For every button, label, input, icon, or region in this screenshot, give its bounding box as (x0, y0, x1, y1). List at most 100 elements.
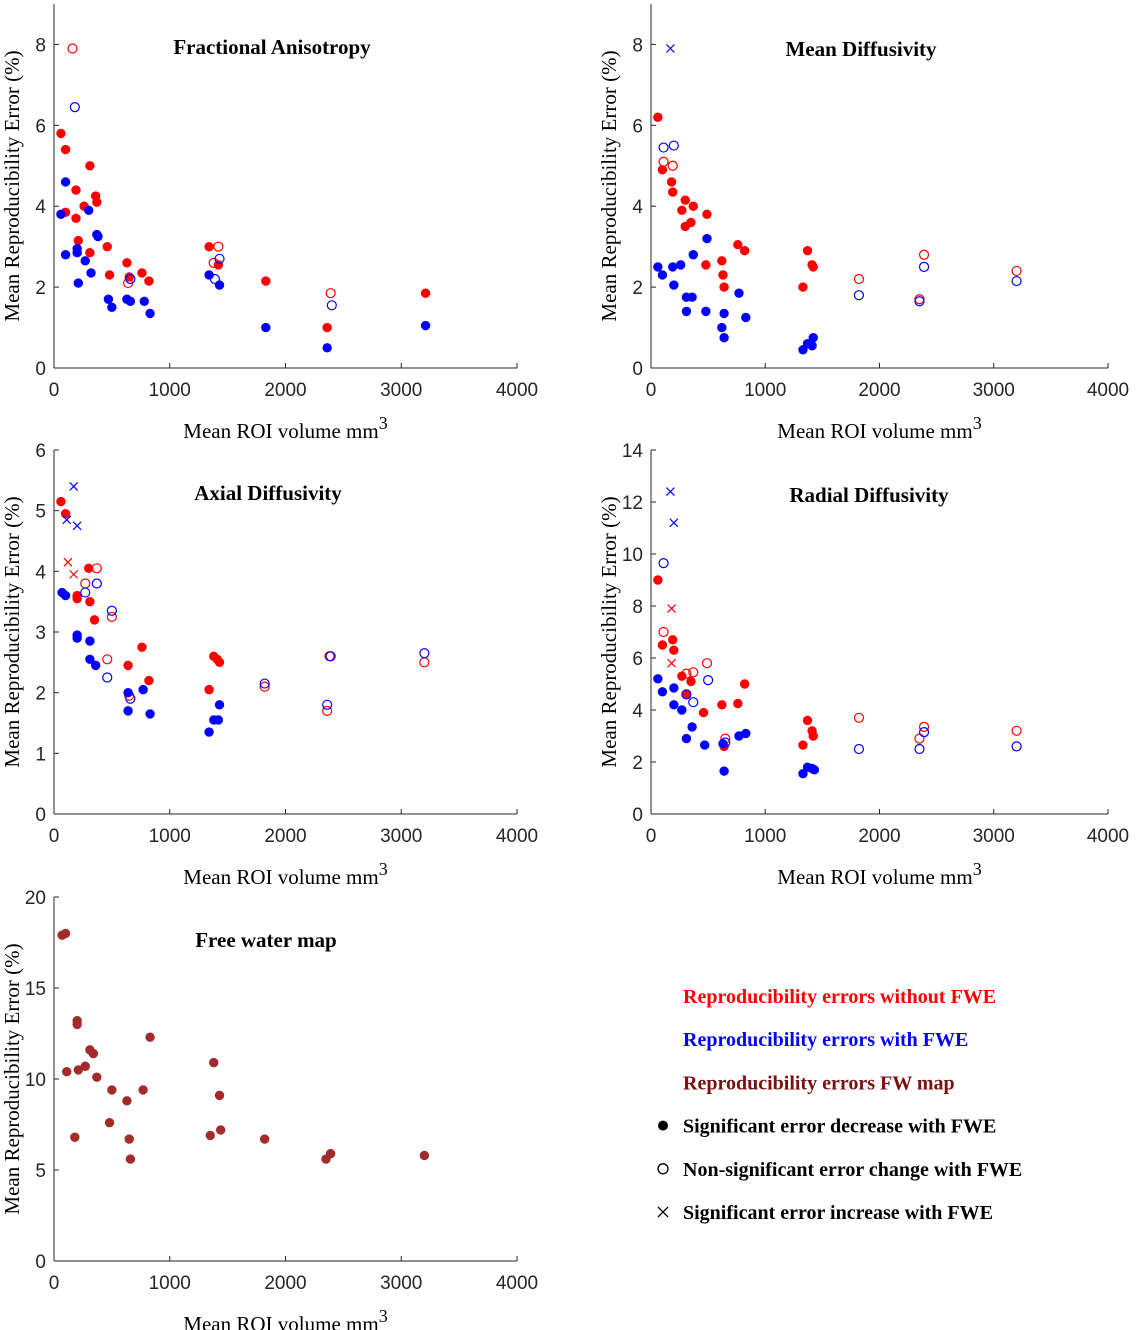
x-tick-label: 2000 (858, 380, 900, 401)
data-point-filled (138, 684, 148, 695)
legend-label: Significant error decrease with FWE (683, 1116, 996, 1138)
data-point-filled (807, 341, 817, 351)
data-point-filled (699, 740, 710, 750)
y-tick-label: 0 (632, 359, 643, 380)
data-point-filled (261, 276, 271, 286)
data-point-open (918, 721, 930, 733)
x-axis-label: Mean ROI volume mm3 (777, 859, 981, 889)
chart-panel: 0 1000 2000 3000 4000 0 2 4 6 8 Mean Diffusivity Me… (597, 4, 1129, 443)
data-point-filled (60, 144, 71, 155)
y-tick-label: 4 (35, 197, 46, 218)
x-tick-label: 2000 (264, 826, 306, 847)
data-point-filled (668, 635, 678, 645)
data-point-filled (717, 700, 727, 710)
data-point-filled (139, 296, 149, 306)
data-point-filled (107, 302, 117, 313)
x-tick-label: 0 (49, 826, 60, 847)
data-point-filled (145, 1032, 155, 1042)
data-point-filled (653, 575, 663, 585)
chart-title: Axial Diffusivity (194, 481, 342, 505)
data-point-filled (702, 209, 712, 220)
data-point-filled (72, 1019, 82, 1030)
data-point-filled (717, 322, 727, 333)
data-point-filled (669, 645, 679, 655)
chart-title: Free water map (195, 928, 337, 952)
x-axis-label: Mean ROI volume mm3 (183, 413, 387, 443)
data-point-filled (214, 657, 225, 668)
x-axis-label-superscript: 3 (973, 859, 982, 879)
data-point-filled (214, 280, 225, 290)
data-point-filled (214, 1090, 225, 1101)
data-point-filled (680, 195, 690, 205)
data-point-open (325, 651, 336, 662)
data-point-filled (668, 187, 678, 197)
data-point-filled (56, 209, 66, 220)
data-point-filled (85, 161, 95, 171)
data-point-open (853, 712, 865, 723)
data-point-filled (419, 1150, 430, 1161)
y-tick-label: 6 (632, 116, 643, 137)
legend-item: Reproducibility errors without FWE (683, 986, 996, 1008)
x-tick-label: 4000 (1087, 826, 1129, 847)
y-tick-label: 2 (632, 753, 643, 774)
data-point-open (918, 726, 930, 738)
data-point-filled (137, 268, 147, 278)
legend-item: Significant error decrease with FWE (658, 1116, 996, 1138)
data-point-open (914, 296, 925, 307)
data-point-open (125, 693, 136, 704)
data-point-filled (204, 684, 214, 695)
data-point-filled (85, 636, 95, 646)
data-point-filled (657, 687, 668, 697)
legend-item: Significant error increase with FWE (657, 1202, 993, 1224)
data-point-filled (122, 258, 132, 268)
data-point-filled (71, 185, 81, 195)
data-point-filled (205, 1130, 215, 1141)
legend-cross-marker (657, 1206, 669, 1218)
x-tick-label: 1000 (149, 380, 191, 401)
chart-panel: 0 1000 2000 3000 4000 0 2 4 6 8 Fractional Anisotr… (0, 4, 538, 443)
data-point-open (853, 290, 865, 301)
data-point-filled (85, 248, 95, 258)
x-axis-label-superscript: 3 (973, 413, 982, 433)
legend-label: Non-significant error change with FWE (683, 1159, 1022, 1181)
data-point-open (322, 699, 333, 710)
data-point-open (681, 668, 692, 679)
data-point-filled (80, 256, 90, 266)
data-point-filled (669, 280, 679, 290)
data-point-cross (69, 481, 79, 491)
data-point-filled (698, 707, 709, 718)
data-point-open (658, 557, 669, 569)
data-point-open (91, 578, 102, 589)
x-tick-label: 3000 (973, 380, 1015, 401)
data-point-open (419, 648, 430, 659)
data-point-filled (681, 733, 692, 744)
data-point-filled (73, 278, 84, 288)
y-tick-label: 2 (35, 278, 46, 299)
x-axis-label: Mean ROI volume mm3 (777, 413, 981, 443)
data-point-filled (213, 715, 224, 725)
data-point-open (688, 667, 699, 678)
y-tick-label: 20 (25, 888, 46, 909)
legend-label: Reproducibility errors with FWE (683, 1029, 968, 1051)
data-point-filled (718, 270, 728, 280)
y-tick-label: 10 (622, 545, 643, 566)
data-point-open (125, 273, 136, 285)
data-point-cross (62, 515, 72, 525)
y-tick-label: 4 (35, 562, 46, 583)
data-point-filled (80, 1061, 90, 1071)
legend-label: Reproducibility errors FW map (683, 1072, 955, 1094)
x-tick-label: 4000 (496, 1273, 538, 1294)
data-point-open (67, 43, 78, 54)
x-tick-label: 1000 (744, 380, 786, 401)
data-point-open (703, 674, 714, 686)
data-point-cross (69, 569, 79, 579)
data-point-cross (72, 521, 82, 531)
data-point-open (322, 705, 333, 716)
data-point-filled (85, 654, 95, 664)
data-point-filled (677, 705, 687, 715)
data-point-filled (733, 239, 743, 250)
data-point-open (914, 743, 925, 755)
x-tick-label: 1000 (149, 1273, 191, 1294)
legend-label: Reproducibility errors without FWE (683, 986, 996, 1008)
data-point-filled (60, 250, 71, 260)
